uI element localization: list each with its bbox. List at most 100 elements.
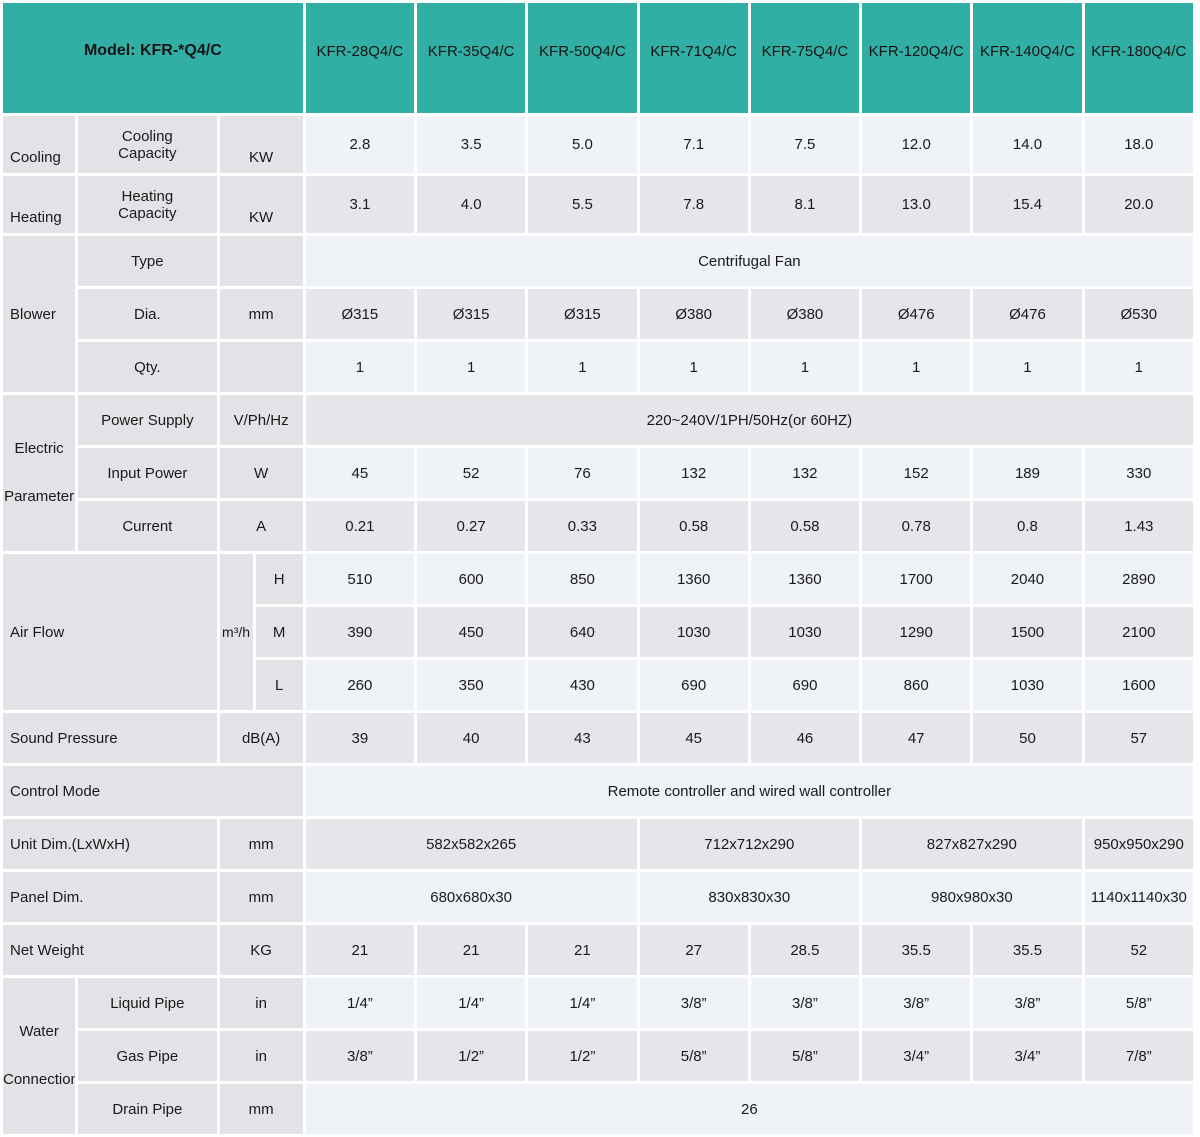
model-title-cell: Model: KFR-*Q4/C [3, 3, 303, 113]
value-cell: 7.8 [639, 176, 748, 233]
value-cell: 3.5 [417, 116, 526, 173]
section-label: Cooling [3, 116, 76, 173]
value-cell: 1/2” [528, 1031, 637, 1081]
value-cell: 1 [750, 342, 860, 392]
value-cell: 35.5 [973, 925, 1082, 975]
row-panel-dim: Panel Dim. mm 680x680x30 830x830x30 980x… [3, 872, 1193, 922]
value-cell: 189 [973, 448, 1082, 498]
value-cell: 450 [417, 607, 526, 657]
value-cell: 827x827x290 [862, 819, 1082, 869]
row-label: Power Supply [78, 395, 217, 445]
value-cell: 1 [1084, 342, 1193, 392]
value-cell: 45 [639, 713, 748, 763]
value-cell: 46 [750, 713, 860, 763]
row-label: M [255, 607, 303, 657]
value-cell: 4.0 [417, 176, 526, 233]
row-cooling: Cooling Cooling Capacity KW 2.8 3.5 5.0 … [3, 116, 1193, 173]
value-cell: 1030 [639, 607, 748, 657]
unit-label: m³/h [219, 554, 253, 710]
value-cell: 690 [750, 660, 860, 710]
value-cell: Ø315 [528, 289, 637, 339]
row-blower-qty: Qty. 1 1 1 1 1 1 1 1 [3, 342, 1193, 392]
value-cell: 52 [417, 448, 526, 498]
section-label: Water Connection [3, 978, 76, 1134]
value-cell: 1 [528, 342, 637, 392]
value-cell: 45 [305, 448, 414, 498]
value-cell: 680x680x30 [305, 872, 637, 922]
value-cell: 15.4 [973, 176, 1082, 233]
row-label: Panel Dim. [3, 872, 217, 922]
row-control-mode: Control Mode Remote controller and wired… [3, 766, 1193, 816]
row-label: Net Weight [3, 925, 217, 975]
row-gas-pipe: Gas Pipe in 3/8” 1/2” 1/2” 5/8” 5/8” 3/4… [3, 1031, 1193, 1081]
value-cell: 860 [862, 660, 971, 710]
value-cell: 0.33 [528, 501, 637, 551]
unit-label: KW [219, 116, 303, 173]
row-heating: Heating Heating Capacity KW 3.1 4.0 5.5 … [3, 176, 1193, 233]
value-cell: 1030 [750, 607, 860, 657]
value-cell: 582x582x265 [305, 819, 637, 869]
unit-label: mm [219, 819, 303, 869]
value-cell: 690 [639, 660, 748, 710]
row-airflow-h: Air Flow m³/h H 510 600 850 1360 1360 17… [3, 554, 1193, 710]
value-cell: 3/4” [973, 1031, 1082, 1081]
unit-label: A [219, 501, 303, 551]
value-cell: 39 [305, 713, 414, 763]
row-label: Current [78, 501, 217, 551]
value-cell: 40 [417, 713, 526, 763]
value-cell: 390 [305, 607, 414, 657]
value-cell: 18.0 [1084, 116, 1193, 173]
value-cell: 1/4” [305, 978, 414, 1028]
value-cell: Ø476 [862, 289, 971, 339]
value-cell: 5/8” [639, 1031, 748, 1081]
row-label: L [255, 660, 303, 710]
value-cell: 1600 [1084, 660, 1193, 710]
model-header-cell: KFR-50Q4/C [528, 3, 637, 113]
value-cell: 830x830x30 [639, 872, 860, 922]
row-input-power: Input Power W 45 52 76 132 132 152 189 3… [3, 448, 1193, 498]
value-cell: 1 [639, 342, 748, 392]
value-cell: 850 [528, 554, 637, 604]
model-header-cell: KFR-71Q4/C [639, 3, 748, 113]
header-row: Model: KFR-*Q4/C KFR-28Q4/C KFR-35Q4/C K… [3, 3, 1193, 113]
value-cell: Ø315 [305, 289, 414, 339]
value-cell: 0.27 [417, 501, 526, 551]
row-label: Drain Pipe [78, 1084, 217, 1134]
value-cell: 13.0 [862, 176, 971, 233]
row-drain-pipe: Drain Pipe mm 26 [3, 1084, 1193, 1134]
unit-label: in [219, 978, 303, 1028]
value-cell: 50 [973, 713, 1082, 763]
value-cell: 1 [417, 342, 526, 392]
unit-label: mm [219, 289, 303, 339]
value-cell: 21 [528, 925, 637, 975]
value-cell: 1.43 [1084, 501, 1193, 551]
unit-label: mm [219, 1084, 303, 1134]
unit-label: W [219, 448, 303, 498]
value-cell: 640 [528, 607, 637, 657]
unit-label: mm [219, 872, 303, 922]
value-cell: 1/4” [528, 978, 637, 1028]
row-net-weight: Net Weight KG 21 21 21 27 28.5 35.5 35.5… [3, 925, 1193, 975]
value-cell: 430 [528, 660, 637, 710]
row-label: Qty. [78, 342, 217, 392]
row-label: Input Power [78, 448, 217, 498]
value-cell: 5.5 [528, 176, 637, 233]
row-power-supply: Electric Parameter Power Supply V/Ph/Hz … [3, 395, 1193, 551]
section-label: Blower [3, 236, 76, 392]
row-liquid-pipe: Water Connection Liquid Pipe in 1/4” 1/4… [3, 978, 1193, 1134]
model-header-cell: KFR-28Q4/C [305, 3, 414, 113]
unit-label: KG [219, 925, 303, 975]
row-blower-type: Blower Type Centrifugal Fan [3, 236, 1193, 392]
value-cell: 1 [862, 342, 971, 392]
value-cell: 12.0 [862, 116, 971, 173]
unit-label: in [219, 1031, 303, 1081]
value-cell: 8.1 [750, 176, 860, 233]
value-cell: 43 [528, 713, 637, 763]
model-header-cell: KFR-35Q4/C [417, 3, 526, 113]
row-label: Dia. [78, 289, 217, 339]
value-cell: 950x950x290 [1084, 819, 1193, 869]
row-label: Gas Pipe [78, 1031, 217, 1081]
row-airflow-l: L 260 350 430 690 690 860 1030 1600 [3, 660, 1193, 710]
row-label: Heating Capacity [78, 176, 217, 233]
